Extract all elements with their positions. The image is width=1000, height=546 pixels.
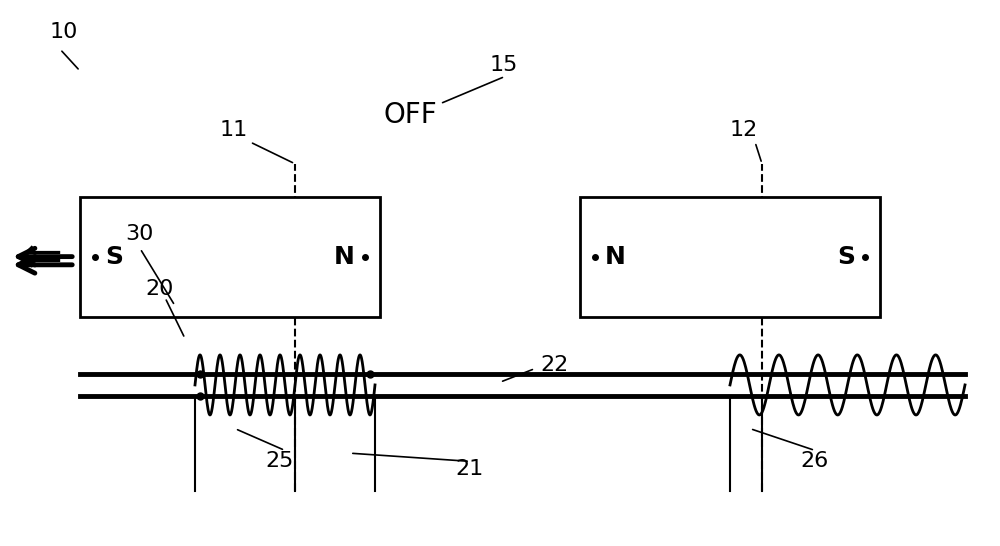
FancyBboxPatch shape (80, 197, 380, 317)
Text: 20: 20 (145, 279, 173, 299)
Text: 26: 26 (800, 451, 828, 471)
Text: 22: 22 (540, 355, 568, 375)
FancyBboxPatch shape (580, 197, 880, 317)
Text: OFF: OFF (383, 100, 437, 129)
Text: S: S (105, 245, 123, 269)
Text: N: N (334, 245, 355, 269)
Text: S: S (837, 245, 855, 269)
Text: 21: 21 (455, 459, 483, 479)
Text: 30: 30 (125, 224, 153, 244)
Text: 12: 12 (730, 121, 758, 140)
Text: N: N (605, 245, 626, 269)
Text: 15: 15 (490, 55, 518, 75)
Text: 10: 10 (50, 22, 78, 42)
Text: $\Leftarrow$: $\Leftarrow$ (8, 230, 62, 283)
Text: 11: 11 (220, 121, 248, 140)
Text: 25: 25 (265, 451, 293, 471)
